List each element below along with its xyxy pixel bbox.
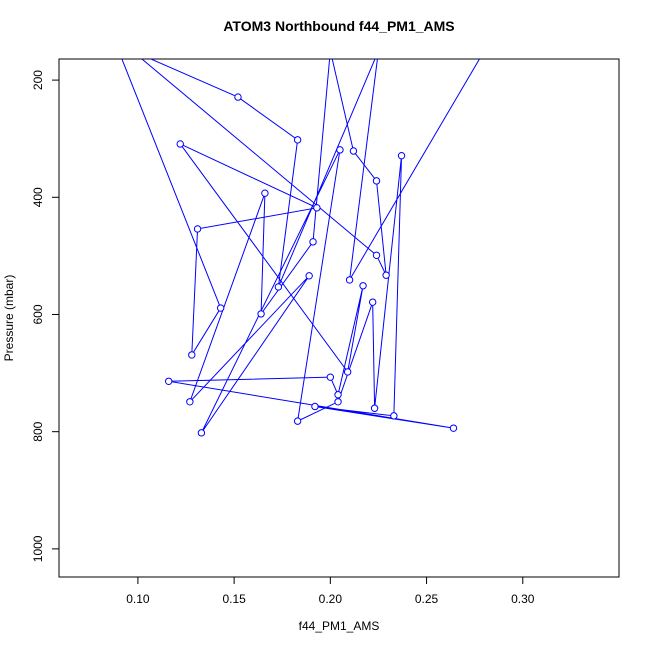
data-point <box>234 93 242 101</box>
data-point <box>390 412 398 420</box>
data-point <box>449 424 458 432</box>
data-point <box>186 398 194 406</box>
data-point <box>397 151 406 160</box>
data-point <box>359 282 367 290</box>
data-point <box>115 48 121 54</box>
data-line <box>121 59 481 434</box>
chart-title: ATOM3 Northbound f44_PM1_AMS <box>223 18 454 34</box>
y-axis-label: Pressure (mbar) <box>2 275 16 362</box>
data-point <box>368 298 377 306</box>
data-point <box>349 147 358 155</box>
data-point <box>193 225 202 233</box>
data-point <box>311 402 319 411</box>
x-tick-label: 0.20 <box>319 592 343 606</box>
x-axis-label: f44_PM1_AMS <box>299 619 380 633</box>
data-point <box>382 271 390 279</box>
data-point <box>188 351 196 359</box>
data-point <box>334 391 342 399</box>
y-tick-label: 800 <box>31 421 45 441</box>
data-point <box>375 48 381 54</box>
data-point <box>176 140 184 148</box>
data-point <box>309 238 317 246</box>
data-point <box>481 48 487 54</box>
data-point <box>274 283 283 291</box>
x-tick-label: 0.25 <box>415 592 439 606</box>
data-point <box>293 417 302 425</box>
data-point <box>197 429 206 437</box>
data-point <box>336 146 344 154</box>
data-point <box>164 377 173 385</box>
data-point <box>216 304 225 312</box>
data-point <box>343 368 352 376</box>
x-tick-label: 0.10 <box>126 592 150 606</box>
data-point <box>257 310 265 318</box>
data-point <box>334 398 342 406</box>
data-point <box>370 404 379 412</box>
data-point <box>327 48 333 54</box>
y-tick-label: 400 <box>31 187 45 207</box>
data-point <box>129 48 135 54</box>
data-point <box>345 276 354 284</box>
data-point <box>326 373 335 381</box>
data-point <box>305 272 313 280</box>
y-tick-label: 1000 <box>31 535 45 562</box>
data-point <box>293 136 302 144</box>
data-point <box>372 177 381 185</box>
y-tick-label: 600 <box>31 304 45 324</box>
y-tick-label: 200 <box>31 70 45 90</box>
data-point <box>372 251 381 260</box>
plot-area <box>115 48 487 437</box>
plot-frame <box>58 58 620 578</box>
x-tick-label: 0.15 <box>222 592 246 606</box>
x-tick-label: 0.30 <box>511 592 535 606</box>
data-point <box>261 189 269 197</box>
data-point <box>313 204 321 212</box>
